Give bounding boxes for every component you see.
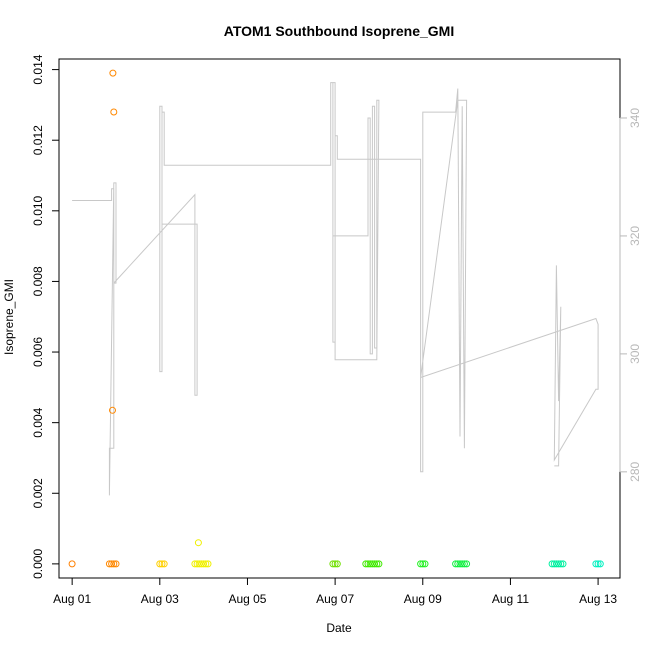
x-tick-label: Aug 05 xyxy=(228,592,266,606)
data-point xyxy=(105,560,113,568)
y-tick-label: 0.012 xyxy=(31,125,45,155)
y-axis-label: Isoprene_GMI xyxy=(2,279,16,355)
x-tick-label: Aug 13 xyxy=(579,592,617,606)
data-point xyxy=(109,406,116,414)
data-point xyxy=(452,560,460,568)
data-point xyxy=(364,560,372,568)
data-point xyxy=(371,560,379,568)
y2-tick-label: 280 xyxy=(628,461,642,481)
y2-tick-label: 300 xyxy=(628,344,642,364)
data-point xyxy=(419,560,427,568)
data-point xyxy=(592,560,600,568)
y-tick-label: 0.006 xyxy=(31,337,45,367)
data-point xyxy=(421,560,429,568)
y2-tick-label: 340 xyxy=(628,108,642,128)
data-point xyxy=(559,560,567,568)
data-point xyxy=(204,560,212,568)
data-point xyxy=(110,108,118,116)
x-axis-label: Date xyxy=(326,621,352,635)
y-tick-label: 0.014 xyxy=(31,54,45,84)
x-tick-label: Aug 09 xyxy=(404,592,442,606)
data-point xyxy=(454,560,462,568)
data-point xyxy=(331,560,339,568)
data-point xyxy=(366,560,374,568)
data-point xyxy=(333,560,341,568)
data-point xyxy=(156,560,164,568)
data-point xyxy=(194,539,202,547)
data-point xyxy=(68,560,76,568)
y-tick-label: 0.002 xyxy=(31,478,45,508)
data-point xyxy=(329,560,337,568)
y2-tick-label: 320 xyxy=(628,226,642,246)
y-tick-label: 0.010 xyxy=(31,195,45,225)
data-point xyxy=(362,560,370,568)
data-point xyxy=(594,560,602,568)
data-point xyxy=(552,560,560,568)
data-point xyxy=(160,560,168,568)
data-point xyxy=(375,560,383,568)
data-point xyxy=(110,560,118,568)
data-point xyxy=(596,560,604,568)
data-point xyxy=(557,560,565,568)
y-tick-label: 0.004 xyxy=(31,407,45,437)
data-point xyxy=(112,560,120,568)
data-point xyxy=(200,560,208,568)
data-point xyxy=(456,560,464,568)
y-tick-label: 0.008 xyxy=(31,266,45,296)
data-point xyxy=(109,69,117,77)
series-line-secondary xyxy=(72,82,599,496)
chart-title: ATOM1 Southbound Isoprene_GMI xyxy=(224,23,454,39)
data-point xyxy=(463,560,471,568)
x-tick-label: Aug 01 xyxy=(53,592,91,606)
y-tick-label: 0.000 xyxy=(31,549,45,579)
plot-area: Aug 01 Aug 03 Aug 05 Aug 07 Aug 09 Aug 11 Aug … xyxy=(31,54,642,606)
data-point xyxy=(158,560,166,568)
data-point xyxy=(197,560,205,568)
data-point xyxy=(417,560,425,568)
data-point xyxy=(202,560,210,568)
data-point xyxy=(195,560,203,568)
data-point xyxy=(108,560,116,568)
x-tick-label: Aug 07 xyxy=(316,592,354,606)
data-point xyxy=(555,560,563,568)
x-tick-label: Aug 03 xyxy=(141,592,179,606)
x-tick-label: Aug 11 xyxy=(492,592,529,606)
data-point xyxy=(458,560,466,568)
data-point xyxy=(373,560,381,568)
data-point xyxy=(460,560,468,568)
